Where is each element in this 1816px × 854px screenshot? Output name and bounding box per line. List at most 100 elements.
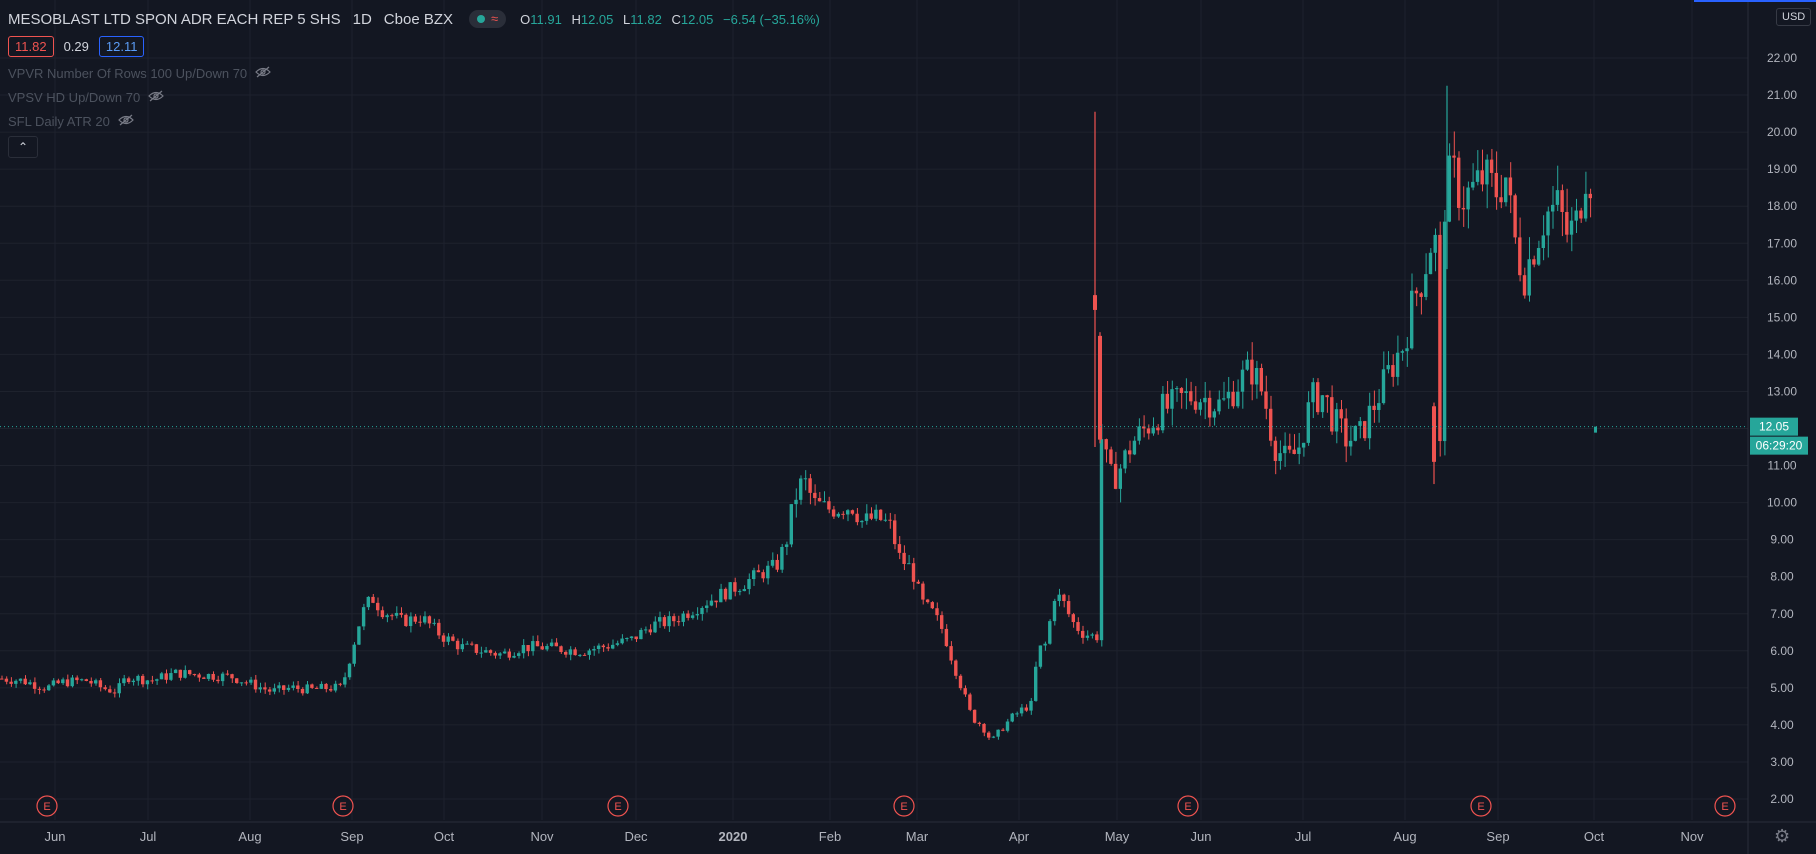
candle-body: [282, 685, 286, 690]
candle-body: [883, 519, 887, 521]
earnings-marker-icon: [36, 795, 58, 817]
candle-body: [1029, 700, 1033, 711]
candle-body: [921, 583, 925, 600]
candle-body: [676, 621, 681, 623]
candle-body: [1541, 235, 1545, 249]
delayed-data-icon: ≈: [491, 11, 499, 26]
candle-body: [441, 635, 446, 642]
candle-body: [437, 622, 441, 636]
candle-body: [1424, 274, 1428, 297]
candle-body: [874, 509, 878, 519]
gear-icon[interactable]: ⚙: [1774, 826, 1791, 846]
candle-body: [878, 509, 883, 520]
y-axis-tick-label: 18.00: [1767, 199, 1797, 213]
interval-label[interactable]: 1D: [352, 10, 372, 28]
candle-body: [695, 614, 699, 616]
candle-body: [1193, 401, 1198, 410]
candle-body: [860, 520, 864, 523]
earnings-marker-label: E: [900, 801, 907, 813]
candle-body: [1184, 391, 1188, 393]
candle-body: [488, 650, 493, 653]
x-axis-tick-label: Jul: [1295, 829, 1312, 844]
candle-body: [672, 616, 676, 622]
candle-body: [1231, 391, 1235, 407]
candle-body: [324, 683, 328, 690]
candle-body: [333, 683, 338, 691]
y-axis-tick-label: 21.00: [1767, 88, 1797, 102]
candle-body: [658, 617, 662, 622]
ask-price-button[interactable]: 12.11: [98, 36, 145, 57]
candle-body: [56, 680, 60, 684]
candle-body: [554, 642, 558, 647]
candle-body: [1109, 449, 1113, 464]
candle-body: [1447, 155, 1451, 222]
candle-body: [460, 644, 464, 650]
candle-body: [592, 649, 596, 651]
candle-body: [404, 614, 408, 627]
earnings-marker-label: E: [1184, 801, 1191, 813]
candle-body: [183, 670, 187, 678]
bid-price-button[interactable]: 11.82: [8, 36, 54, 57]
earnings-marker-icon: [332, 795, 354, 817]
candle-body: [686, 613, 690, 618]
market-status-badge[interactable]: ≈: [469, 10, 507, 28]
eye-hidden-icon[interactable]: [148, 90, 165, 105]
candle-body: [667, 616, 671, 627]
candle-body: [1043, 643, 1047, 646]
x-axis-tick-label: Sep: [340, 829, 363, 844]
candle-body: [1156, 427, 1160, 431]
eye-hidden-icon[interactable]: [118, 114, 134, 129]
candle-body: [103, 687, 107, 690]
candle-body: [1405, 348, 1409, 352]
collapse-legend-button[interactable]: ⌃: [8, 136, 38, 158]
candle-body: [596, 645, 601, 650]
indicator-vpsv[interactable]: VPSV HD Up/Down 70: [8, 90, 165, 105]
y-axis-tick-label: 14.00: [1767, 347, 1797, 361]
candle-body: [277, 685, 281, 689]
candle-body: [155, 679, 159, 681]
candle-body: [126, 678, 131, 683]
y-axis-tick-label: 3.00: [1770, 755, 1794, 769]
candle-body: [742, 589, 746, 592]
earnings-marker-icon: [607, 795, 629, 817]
candle-body: [1283, 445, 1287, 454]
candle-body: [752, 570, 756, 580]
candle-body: [916, 581, 920, 584]
symbol-title[interactable]: MESOBLAST LTD SPON ADR EACH REP 5 SHS: [8, 10, 341, 28]
candle-body: [1090, 634, 1094, 636]
candle-body: [1024, 707, 1028, 711]
low-value: 11.82: [630, 11, 662, 27]
indicator-atr[interactable]: SFL Daily ATR 20: [8, 114, 134, 129]
candle-body: [244, 682, 248, 684]
candle-body: [1588, 193, 1592, 199]
candle-body: [136, 675, 140, 681]
x-axis-tick-label: Aug: [238, 829, 261, 844]
candle-body: [1179, 388, 1184, 393]
candle-body: [808, 478, 812, 493]
candle-body: [376, 602, 380, 611]
last-price-label-bg: [1750, 417, 1798, 436]
currency-badge[interactable]: USD: [1776, 8, 1812, 26]
indicator-vpvr[interactable]: VPVR Number Of Rows 100 Up/Down 70: [8, 66, 272, 81]
eye-hidden-icon[interactable]: [255, 66, 272, 81]
candle-body: [911, 563, 916, 582]
y-axis-tick-label: 16.00: [1767, 273, 1797, 287]
candle-body: [639, 629, 643, 640]
candle-body: [112, 692, 117, 694]
candle-body: [84, 679, 88, 681]
candle-body: [784, 544, 789, 547]
candle-body: [150, 680, 154, 682]
candle-body: [216, 679, 220, 682]
candle-body: [549, 642, 554, 646]
candle-body: [1170, 389, 1174, 409]
candle-body: [1372, 405, 1376, 410]
candle-body: [1306, 402, 1310, 443]
ohlc-values: O11.91 H12.05 L11.82 C12.05 −6.54 (−35.1…: [520, 11, 820, 27]
candle-body: [817, 498, 822, 502]
candle-body: [1442, 221, 1447, 442]
candle-body: [206, 673, 211, 679]
y-axis-tick-label: 4.00: [1770, 718, 1794, 732]
candle-body: [1038, 645, 1043, 667]
candle-body: [159, 673, 164, 680]
